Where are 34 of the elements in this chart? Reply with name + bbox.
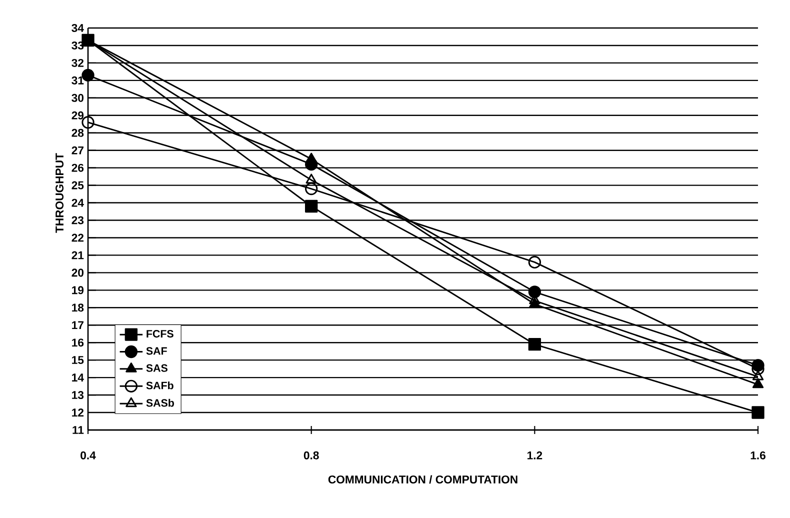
y-axis-title: THROUGHPUT xyxy=(56,153,64,233)
legend-label: SAF xyxy=(146,347,167,355)
y-tick-label: 31 xyxy=(72,76,84,84)
x-tick-label: 0.4 xyxy=(80,451,96,460)
y-tick-label: 11 xyxy=(72,426,84,434)
y-tick-label: 23 xyxy=(72,216,84,224)
y-tick-label: 30 xyxy=(72,94,84,102)
legend-label: SAFb xyxy=(146,381,174,390)
x-tick-label: 1.2 xyxy=(528,451,542,460)
y-tick-label: 20 xyxy=(72,268,84,277)
y-tick-label: 28 xyxy=(72,128,84,137)
y-tick-label: 16 xyxy=(72,338,84,347)
legend-label: SAS xyxy=(146,364,168,372)
y-tick-label: 13 xyxy=(72,391,84,400)
y-tick-label: 15 xyxy=(72,356,84,364)
y-tick-label: 26 xyxy=(72,164,84,172)
x-axis-title: COMMUNICATION / COMPUTATION xyxy=(328,475,518,484)
legend-label: FCFS xyxy=(146,330,174,338)
y-tick-label: 32 xyxy=(72,58,84,67)
y-tick-label: 24 xyxy=(72,198,84,207)
x-tick-label: 0.8 xyxy=(304,451,319,460)
y-tick-label: 21 xyxy=(72,251,84,260)
y-tick-label: 18 xyxy=(72,304,84,312)
y-tick-label: 29 xyxy=(72,111,84,120)
legend-label: SASb xyxy=(146,398,174,407)
y-tick-label: 27 xyxy=(72,146,84,154)
y-tick-label: 25 xyxy=(72,181,84,190)
y-tick-label: 19 xyxy=(72,286,84,294)
y-tick-label: 17 xyxy=(72,321,84,330)
y-tick-label: 34 xyxy=(72,24,84,32)
x-tick-label: 1.6 xyxy=(750,451,766,460)
y-tick-label: 12 xyxy=(72,408,84,416)
y-tick-label: 22 xyxy=(72,234,84,242)
y-tick-label: 14 xyxy=(72,374,84,382)
